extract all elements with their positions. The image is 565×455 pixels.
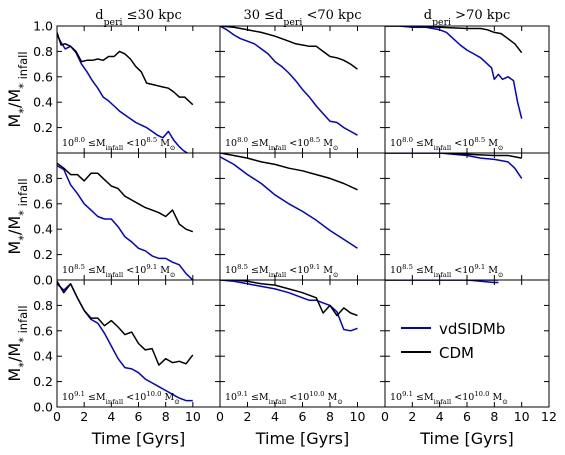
- panel-frame: [384, 152, 550, 281]
- y-tick-label: 0.8: [33, 171, 53, 186]
- x-tick-label: 2: [244, 409, 252, 424]
- x-tick-label: 0: [216, 409, 224, 424]
- mass-range-note: 108.0 ≤Minfall <108.5 M⊙: [390, 136, 504, 152]
- series-line-vdsidmb: [385, 153, 523, 179]
- x-tick-label: 8: [326, 409, 334, 424]
- y-tick-label: 0.0: [33, 273, 53, 288]
- x-tick-label: 10: [185, 409, 201, 424]
- x-axis-label: Time [Gyrs]: [419, 429, 514, 448]
- y-tick-label: 0.0: [33, 400, 53, 415]
- y-tick-label: 0.2: [33, 247, 53, 262]
- y-tick-label: 0.8: [33, 44, 53, 59]
- mass-range-note: 109.1 ≤Minfall <1010.0 M⊙: [225, 390, 343, 406]
- panel-r0-c2: 108.0 ≤Minfall <108.5 M⊙ dperi >70 kpc: [384, 8, 550, 154]
- legend-label-cdm: CDM: [439, 344, 474, 362]
- series-line-cdm: [57, 162, 194, 233]
- y-tick-label: 0.2: [33, 374, 53, 389]
- series-line-cdm: [220, 280, 358, 317]
- mass-range-note: 109.1 ≤Minfall <1010.0 M⊙: [390, 390, 508, 406]
- series-line-vdsidmb: [385, 26, 523, 119]
- x-tick-label: 2: [80, 409, 88, 424]
- y-tick-label: 0.4: [33, 95, 53, 110]
- mass-range-note: 108.5 ≤Minfall <109.1 M⊙: [390, 263, 504, 279]
- x-tick-label: 6: [463, 409, 471, 424]
- panel-r1-c0: 0.0 0.2 0.4 0.6 0.8 108.5 ≤Minfall <109.1 M⊙: [33, 152, 221, 288]
- series-line-cdm: [57, 280, 194, 366]
- y-tick-label: 0.6: [33, 323, 53, 338]
- x-tick-label: 2: [408, 409, 416, 424]
- x-tick-label: 4: [436, 409, 444, 424]
- panel-frame: [219, 279, 386, 408]
- y-tick-label: 1.0: [33, 19, 53, 34]
- x-tick-label: 6: [299, 409, 307, 424]
- y-tick-label: 0.8: [33, 298, 53, 313]
- x-tick-label: 0: [53, 409, 61, 424]
- column-title: 30 ≤dperi <70 kpc: [243, 8, 361, 28]
- x-tick-label: 6: [135, 409, 143, 424]
- series-line-cdm: [385, 26, 523, 54]
- panel-r2-c0: 0.0 0.2 0.4 0.6 0.8 0 2 4 6 8 10 Time [Gyrs] 109.1 ≤…: [33, 279, 221, 448]
- panel-frame: [56, 25, 221, 154]
- column-title: dperi >70 kpc: [424, 8, 510, 28]
- column-title: dperi ≤30 kpc: [95, 8, 181, 28]
- panel-r0-c1: 108.0 ≤Minfall <108.5 M⊙ 30 ≤dperi <70 kp…: [219, 8, 386, 154]
- series-line-vdsidmb: [220, 156, 358, 249]
- panel-frame: [384, 25, 550, 154]
- mass-range-note: 108.5 ≤Minfall <109.1 M⊙: [225, 263, 339, 279]
- panel-frame: [56, 152, 221, 281]
- series-line-cdm: [57, 32, 194, 106]
- legend-label-vdsidmb: vdSIDMb: [439, 320, 505, 338]
- x-axis-label: Time [Gyrs]: [255, 429, 350, 448]
- y-axis-label: M*/M* infall: [5, 51, 30, 127]
- x-tick-label: 0: [381, 409, 389, 424]
- y-tick-label: 0.2: [33, 120, 53, 135]
- series-line-cdm: [220, 153, 358, 191]
- x-tick-label: 10: [514, 409, 530, 424]
- series-line-vdsidmb: [57, 283, 193, 402]
- panel-r0-c0: 0.2 0.4 0.6 0.8 1.0 108.0 ≤Minfall <108.5 M⊙ d…: [33, 8, 221, 154]
- mass-range-note: 108.5 ≤Minfall <109.1 M⊙: [62, 263, 176, 279]
- x-tick-label: 4: [271, 409, 279, 424]
- y-tick-label: 0.4: [33, 222, 53, 237]
- mass-range-note: 108.0 ≤Minfall <108.5 M⊙: [62, 136, 176, 152]
- x-tick-label: 10: [350, 409, 366, 424]
- y-axis-label: M*/M* infall: [5, 178, 30, 254]
- series-line-cdm: [220, 26, 358, 70]
- series-line-vdsidmb: [220, 280, 358, 332]
- mass-range-note: 109.1 ≤Minfall <1010.0 M⊙: [62, 390, 180, 406]
- x-tick-label: 8: [162, 409, 170, 424]
- panel-r1-c1: 108.5 ≤Minfall <109.1 M⊙: [219, 152, 386, 281]
- y-tick-label: 0.4: [33, 349, 53, 364]
- y-axis-label: M*/M* infall: [5, 305, 30, 381]
- series-line-vdsidmb: [57, 165, 194, 280]
- x-axis-label: Time [Gyrs]: [91, 429, 186, 448]
- mass-range-note: 108.0 ≤Minfall <108.5 M⊙: [225, 136, 339, 152]
- x-tick-label: 4: [107, 409, 115, 424]
- x-tick-label: 12: [541, 409, 557, 424]
- x-tick-label: 8: [490, 409, 498, 424]
- series-line-cdm: [385, 153, 522, 159]
- panel-r1-c2: 108.5 ≤Minfall <109.1 M⊙: [384, 152, 550, 281]
- y-tick-label: 0.6: [33, 69, 53, 84]
- series-line-vdsidmb: [220, 26, 358, 136]
- y-tick-label: 0.6: [33, 196, 53, 211]
- panel-r2-c2: 0 2 4 6 8 10 12 Time [Gyrs] 109.1 ≤Minfall <1010…: [381, 279, 557, 448]
